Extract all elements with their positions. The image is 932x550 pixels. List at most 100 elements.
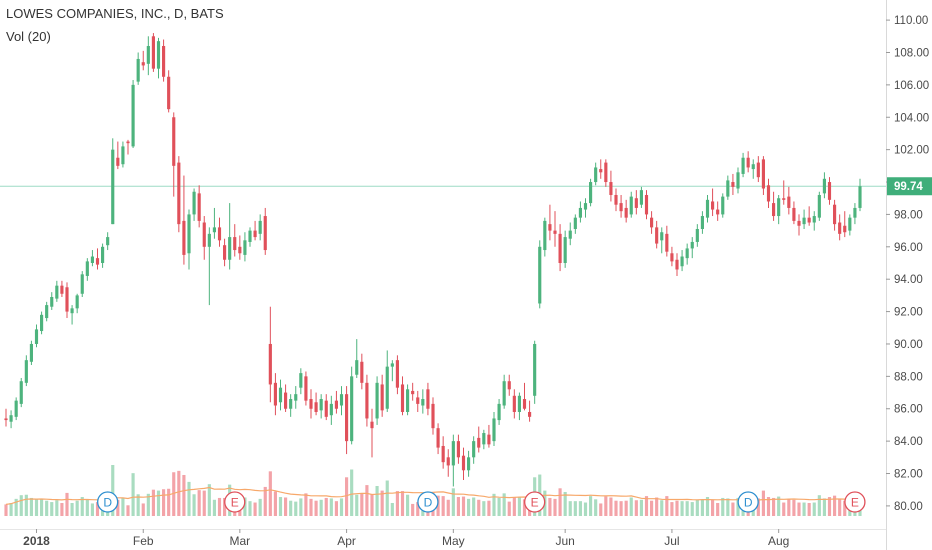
candle-body[interactable]	[421, 399, 425, 406]
candle-body[interactable]	[665, 233, 669, 252]
candle-body[interactable]	[90, 256, 94, 263]
candle-body[interactable]	[34, 329, 39, 344]
candle-body[interactable]	[451, 441, 455, 466]
candle-body[interactable]	[827, 182, 832, 200]
candle-body[interactable]	[782, 198, 786, 200]
candle-body[interactable]	[365, 382, 369, 419]
candle-body[interactable]	[106, 237, 110, 246]
candle-body[interactable]	[599, 169, 603, 173]
candle-body[interactable]	[55, 285, 59, 299]
candle-body[interactable]	[248, 230, 252, 242]
candle-body[interactable]	[558, 233, 562, 263]
candle-body[interactable]	[609, 182, 613, 195]
candle-body[interactable]	[522, 399, 527, 409]
candle-body[interactable]	[589, 182, 593, 204]
candle-body[interactable]	[583, 203, 588, 210]
candle-body[interactable]	[675, 259, 679, 270]
candle-body[interactable]	[578, 207, 582, 218]
candle-body[interactable]	[360, 361, 364, 383]
candle-body[interactable]	[146, 46, 150, 64]
candle-body[interactable]	[395, 360, 399, 388]
candle-body[interactable]	[111, 149, 115, 225]
candle-body[interactable]	[461, 455, 466, 471]
candle-body[interactable]	[655, 227, 659, 244]
candle-body[interactable]	[446, 457, 450, 466]
candle-body[interactable]	[772, 203, 776, 217]
candle-body[interactable]	[497, 403, 501, 421]
candle-body[interactable]	[70, 308, 74, 314]
candle-body[interactable]	[766, 185, 771, 202]
candle-body[interactable]	[436, 428, 440, 448]
candle-body[interactable]	[385, 366, 389, 409]
candle-body[interactable]	[50, 297, 54, 307]
candle-body[interactable]	[792, 207, 796, 221]
candle-body[interactable]	[375, 382, 379, 419]
candle-body[interactable]	[441, 445, 445, 463]
candle-body[interactable]	[177, 162, 181, 225]
candle-body[interactable]	[695, 228, 699, 242]
candle-body[interactable]	[594, 167, 598, 183]
candle-body[interactable]	[812, 216, 816, 223]
candle-body[interactable]	[477, 437, 481, 448]
candle-body[interactable]	[162, 46, 166, 77]
candle-body[interactable]	[370, 421, 374, 429]
candle-body[interactable]	[253, 230, 257, 238]
candle-body[interactable]	[284, 392, 288, 409]
dividend-marker[interactable]: D	[417, 491, 439, 513]
candle-body[interactable]	[380, 384, 384, 411]
candle-body[interactable]	[807, 217, 811, 223]
candle-body[interactable]	[639, 190, 643, 205]
candle-body[interactable]	[278, 387, 283, 403]
candle-body[interactable]	[95, 258, 100, 265]
candle-body[interactable]	[268, 343, 272, 385]
candle-body[interactable]	[60, 285, 64, 294]
candle-body[interactable]	[238, 246, 242, 254]
candle-body[interactable]	[75, 295, 79, 309]
candle-body[interactable]	[746, 157, 750, 168]
candle-body[interactable]	[314, 402, 318, 412]
candle-body[interactable]	[355, 360, 359, 375]
candle-body[interactable]	[324, 400, 328, 417]
candle-body[interactable]	[624, 207, 628, 218]
candle-body[interactable]	[233, 237, 237, 251]
candle-body[interactable]	[467, 457, 471, 471]
candle-body[interactable]	[426, 389, 430, 409]
candle-body[interactable]	[431, 403, 435, 429]
candle-body[interactable]	[141, 62, 145, 66]
candle-body[interactable]	[136, 58, 140, 82]
candle-body[interactable]	[629, 196, 633, 215]
candle-body[interactable]	[304, 376, 308, 401]
candle-body[interactable]	[151, 36, 155, 69]
candle-body[interactable]	[843, 225, 847, 233]
candle-body[interactable]	[538, 246, 542, 304]
candle-body[interactable]	[670, 253, 674, 262]
candle-body[interactable]	[685, 248, 689, 259]
candle-body[interactable]	[528, 411, 532, 417]
candle-body[interactable]	[273, 382, 277, 406]
dividend-marker[interactable]: D	[97, 491, 119, 513]
price-axis-panel[interactable]	[886, 0, 932, 550]
candle-body[interactable]	[573, 217, 577, 229]
candle-body[interactable]	[258, 220, 262, 234]
candle-body[interactable]	[507, 381, 511, 390]
earnings-marker[interactable]: E	[524, 491, 546, 513]
candle-body[interactable]	[543, 220, 547, 251]
candle-body[interactable]	[345, 394, 349, 442]
candle-body[interactable]	[802, 217, 806, 225]
candle-body[interactable]	[217, 227, 222, 241]
candle-body[interactable]	[838, 222, 842, 234]
candle-body[interactable]	[634, 198, 638, 208]
candle-body[interactable]	[726, 180, 730, 197]
earnings-marker[interactable]: E	[844, 491, 866, 513]
candle-body[interactable]	[40, 314, 44, 332]
candle-body[interactable]	[761, 159, 765, 189]
candle-body[interactable]	[294, 394, 298, 401]
candle-body[interactable]	[263, 216, 267, 251]
candle-body[interactable]	[14, 400, 18, 417]
candle-body[interactable]	[751, 164, 755, 170]
candle-body[interactable]	[172, 117, 176, 166]
candle-body[interactable]	[619, 203, 623, 212]
candle-body[interactable]	[650, 217, 654, 228]
candle-body[interactable]	[65, 287, 69, 312]
